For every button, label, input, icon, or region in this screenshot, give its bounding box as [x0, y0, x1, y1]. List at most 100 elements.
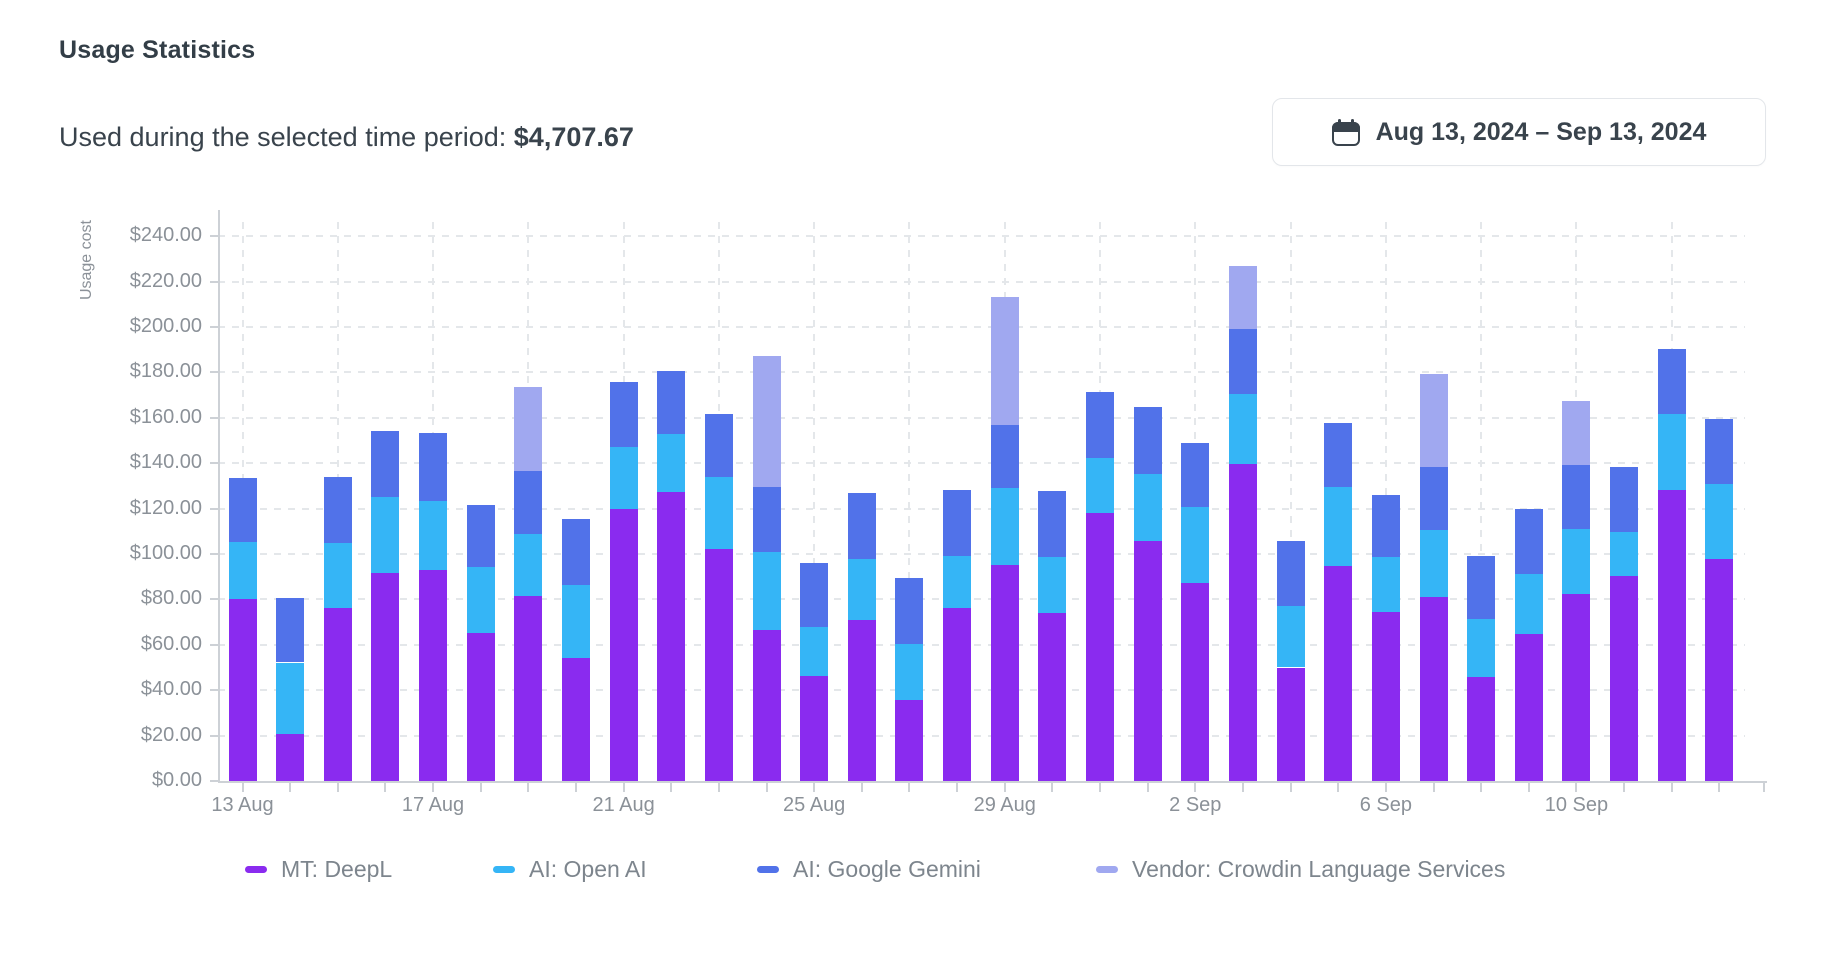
bar-segment[interactable] [847, 493, 876, 559]
bar-segment[interactable] [561, 585, 590, 659]
bar-segment[interactable] [419, 433, 448, 501]
bar-segment[interactable] [1038, 491, 1067, 557]
bar-segment[interactable] [1562, 594, 1591, 781]
bar-segment[interactable] [657, 492, 686, 781]
legend-item[interactable]: AI: Google Gemini [757, 856, 981, 883]
bar-segment[interactable] [943, 555, 972, 609]
bar-segment[interactable] [466, 504, 495, 568]
bar-segment[interactable] [1038, 612, 1067, 781]
bar-segment[interactable] [276, 733, 305, 781]
bar-segment[interactable] [466, 567, 495, 634]
bar-segment[interactable] [419, 569, 448, 781]
bar-segment[interactable] [895, 699, 924, 781]
bar-segment[interactable] [466, 633, 495, 781]
bar-segment[interactable] [1181, 443, 1210, 507]
bar-segment[interactable] [1324, 422, 1353, 488]
bar-segment[interactable] [847, 619, 876, 781]
bar-segment[interactable] [561, 519, 590, 586]
bar-segment[interactable] [1038, 556, 1067, 613]
bar-segment[interactable] [752, 551, 781, 631]
bar-segment[interactable] [1324, 487, 1353, 567]
bar-segment[interactable] [276, 598, 305, 663]
bar-segment[interactable] [990, 565, 1019, 781]
bar-segment[interactable] [847, 558, 876, 620]
bar-segment[interactable] [1419, 596, 1448, 781]
bar-segment[interactable] [1371, 556, 1400, 612]
bar-segment[interactable] [609, 382, 638, 448]
bar-segment[interactable] [990, 297, 1019, 425]
bar-segment[interactable] [1133, 540, 1162, 781]
bar-segment[interactable] [228, 478, 257, 542]
date-range-picker[interactable]: Aug 13, 2024 – Sep 13, 2024 [1272, 98, 1766, 166]
bar-segment[interactable] [1514, 508, 1543, 574]
bar-segment[interactable] [657, 370, 686, 434]
bar-segment[interactable] [1086, 512, 1115, 781]
bar-segment[interactable] [800, 676, 829, 781]
bar-segment[interactable] [1276, 667, 1305, 781]
bar-segment[interactable] [895, 644, 924, 700]
bar-segment[interactable] [1419, 467, 1448, 530]
bar-segment[interactable] [514, 595, 543, 781]
bar-segment[interactable] [990, 424, 1019, 489]
bar-segment[interactable] [1657, 413, 1686, 490]
bar-segment[interactable] [1086, 457, 1115, 513]
bar-segment[interactable] [323, 608, 352, 781]
bar-segment[interactable] [561, 658, 590, 781]
bar-segment[interactable] [1467, 677, 1496, 781]
bar-segment[interactable] [228, 599, 257, 781]
bar-segment[interactable] [609, 447, 638, 510]
bar-segment[interactable] [1705, 483, 1734, 559]
bar-segment[interactable] [1657, 489, 1686, 781]
bar-segment[interactable] [657, 433, 686, 493]
bar-segment[interactable] [371, 496, 400, 574]
bar-segment[interactable] [514, 386, 543, 472]
legend-item[interactable]: Vendor: Crowdin Language Services [1096, 856, 1505, 883]
bar-segment[interactable] [752, 355, 781, 488]
bar-segment[interactable] [1086, 392, 1115, 458]
bar-segment[interactable] [514, 534, 543, 596]
bar-segment[interactable] [1657, 348, 1686, 414]
bar-segment[interactable] [1419, 373, 1448, 468]
bar-segment[interactable] [323, 542, 352, 609]
bar-segment[interactable] [228, 541, 257, 600]
bar-segment[interactable] [1705, 558, 1734, 781]
bar-segment[interactable] [1228, 265, 1257, 330]
bar-segment[interactable] [943, 608, 972, 781]
bar-segment[interactable] [1324, 566, 1353, 781]
bar-segment[interactable] [276, 662, 305, 734]
bar-segment[interactable] [800, 562, 829, 627]
bar-segment[interactable] [1514, 634, 1543, 781]
bar-segment[interactable] [371, 573, 400, 781]
bar-segment[interactable] [609, 509, 638, 781]
bar-segment[interactable] [895, 578, 924, 645]
bar-segment[interactable] [1610, 576, 1639, 781]
bar-segment[interactable] [1562, 400, 1591, 465]
legend-item[interactable]: AI: Open AI [493, 856, 647, 883]
bar-segment[interactable] [752, 630, 781, 781]
bar-segment[interactable] [1371, 611, 1400, 781]
bar-segment[interactable] [1562, 528, 1591, 595]
bar-segment[interactable] [514, 471, 543, 535]
bar-segment[interactable] [1133, 406, 1162, 474]
bar-segment[interactable] [371, 431, 400, 497]
bar-segment[interactable] [1562, 464, 1591, 529]
bar-segment[interactable] [1228, 329, 1257, 394]
bar-segment[interactable] [419, 500, 448, 570]
bar-segment[interactable] [1371, 494, 1400, 557]
legend-item[interactable]: MT: DeepL [245, 856, 392, 883]
bar-segment[interactable] [1181, 507, 1210, 584]
bar-segment[interactable] [323, 477, 352, 543]
bar-segment[interactable] [752, 487, 781, 552]
bar-segment[interactable] [1419, 529, 1448, 597]
bar-segment[interactable] [1610, 532, 1639, 576]
bar-segment[interactable] [1276, 606, 1305, 668]
bar-segment[interactable] [800, 626, 829, 677]
bar-segment[interactable] [1228, 463, 1257, 781]
bar-segment[interactable] [1467, 619, 1496, 678]
bar-segment[interactable] [1276, 541, 1305, 607]
bar-segment[interactable] [1610, 466, 1639, 533]
bar-segment[interactable] [1228, 393, 1257, 464]
bar-segment[interactable] [1133, 473, 1162, 541]
bar-segment[interactable] [990, 488, 1019, 566]
bar-segment[interactable] [704, 477, 733, 550]
